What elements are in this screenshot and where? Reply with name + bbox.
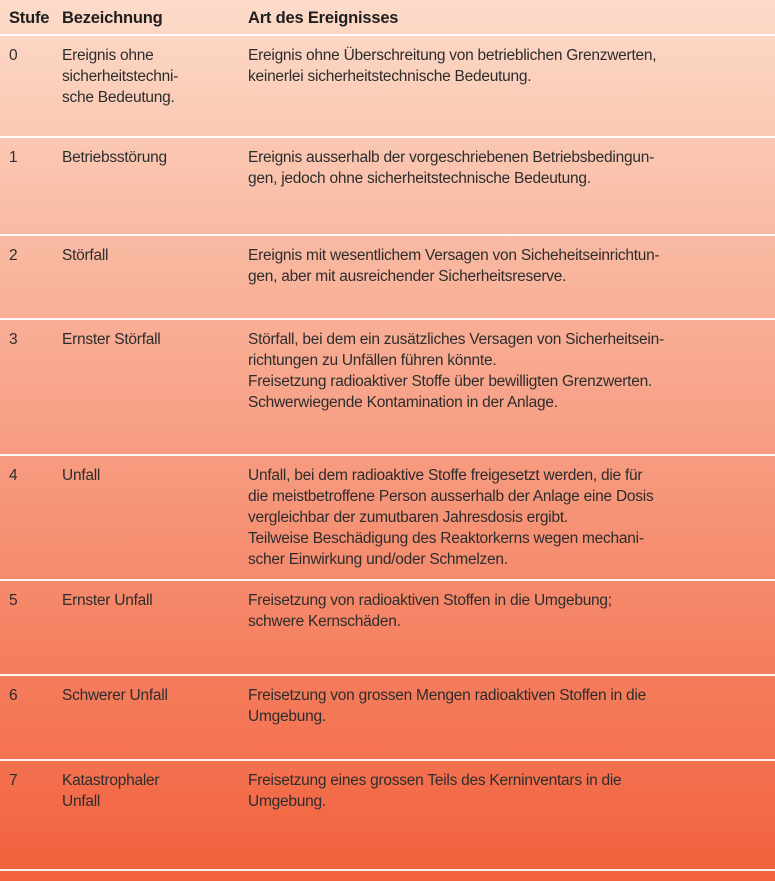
stufe-cell: 5 [9, 592, 18, 609]
col-header-bezeichnung: Bezeichnung [62, 8, 163, 27]
row-separator [0, 869, 775, 871]
stufe-cell: 3 [9, 331, 18, 348]
row-separator [0, 454, 775, 456]
art-cell: Freisetzung eines grossen Teils des Kern… [248, 772, 622, 810]
art-cell: Ereignis mit wesentlichem Versagen von S… [248, 247, 660, 285]
art-cell: Störfall, bei dem ein zusätzliches Versa… [248, 331, 664, 411]
bezeichnung-cell: Störfall [62, 247, 109, 264]
row-separator [0, 234, 775, 236]
row-separator [0, 136, 775, 138]
art-cell: Freisetzung von radioaktiven Stoffen in … [248, 592, 612, 630]
stufe-cell: 1 [9, 149, 18, 166]
bezeichnung-cell: Betriebsstörung [62, 149, 167, 166]
art-cell: Freisetzung von grossen Mengen radioakti… [248, 687, 646, 725]
col-header-stufe: Stufe [9, 8, 50, 27]
art-cell: Ereignis ausserhalb der vorgeschriebenen… [248, 149, 654, 187]
table-row: 6 Schwerer Unfall Freisetzung von grosse… [0, 676, 775, 759]
table-row: 4 Unfall Unfall, bei dem radioaktive Sto… [0, 456, 775, 579]
bezeichnung-cell: Ereignis ohne sicherheitstechni- sche Be… [62, 47, 179, 106]
art-cell: Unfall, bei dem radioaktive Stoffe freig… [248, 467, 654, 568]
table-header-row: Stufe Bezeichnung Art des Ereignisses [0, 0, 775, 34]
bezeichnung-cell: Ernster Unfall [62, 592, 153, 609]
table-row: 0 Ereignis ohne sicherheitstechni- sche … [0, 36, 775, 136]
stufe-cell: 0 [9, 47, 18, 64]
art-cell: Ereignis ohne Überschreitung von betrieb… [248, 47, 657, 85]
stufe-cell: 2 [9, 247, 18, 264]
stufe-cell: 7 [9, 772, 18, 789]
row-separator [0, 318, 775, 320]
table-row: 2 Störfall Ereignis mit wesentlichem Ver… [0, 236, 775, 318]
row-separator [0, 674, 775, 676]
table-row: 3 Ernster Störfall Störfall, bei dem ein… [0, 320, 775, 454]
table-row: 5 Ernster Unfall Freisetzung von radioak… [0, 581, 775, 674]
table-row: 7 Katastrophaler Unfall Freisetzung eine… [0, 761, 775, 869]
bezeichnung-cell: Schwerer Unfall [62, 687, 168, 704]
row-separator [0, 579, 775, 581]
bezeichnung-cell: Katastrophaler Unfall [62, 772, 160, 810]
stufe-cell: 6 [9, 687, 18, 704]
row-separator [0, 34, 775, 36]
bezeichnung-cell: Ernster Störfall [62, 331, 161, 348]
row-separator [0, 759, 775, 761]
bottom-margin [0, 871, 775, 881]
stufe-cell: 4 [9, 467, 18, 484]
table-row: 1 Betriebsstörung Ereignis ausserhalb de… [0, 138, 775, 234]
bezeichnung-cell: Unfall [62, 467, 101, 484]
col-header-art: Art des Ereignisses [248, 8, 399, 27]
